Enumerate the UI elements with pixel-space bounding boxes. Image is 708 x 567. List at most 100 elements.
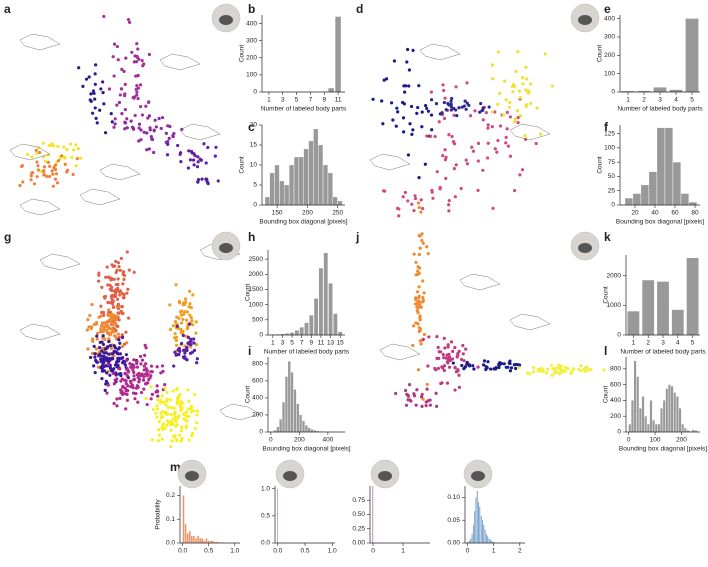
embedding-point [145, 131, 149, 135]
embedding-point [117, 346, 122, 350]
y-tick-label: 2000 [607, 272, 622, 279]
embedding-point [434, 102, 439, 106]
y-tick-label: 20 [250, 122, 258, 129]
embedding-point [160, 415, 164, 419]
pose-sketch [219, 403, 261, 421]
embedding-point [97, 279, 101, 283]
embedding-point [441, 153, 445, 158]
histogram-bar [203, 540, 206, 544]
embedding-point [118, 290, 122, 294]
embedding-point [516, 363, 520, 367]
embedding-point [117, 100, 122, 105]
embedding-point [144, 362, 148, 366]
embedding-point [176, 143, 180, 148]
embedding-point [102, 328, 106, 332]
embedding-point [496, 138, 500, 143]
embedding-point [112, 313, 116, 317]
embedding-point [75, 157, 79, 161]
embedding-point [160, 364, 165, 368]
embedding-point [195, 421, 199, 425]
embedding-point [509, 366, 514, 370]
embedding-point [535, 106, 539, 110]
embedding-point [459, 186, 463, 191]
histogram-bar [481, 520, 484, 544]
histogram-bar [672, 162, 681, 206]
embedding-point [504, 98, 508, 102]
embedding-point [56, 144, 60, 149]
y-tick-label: 300 [604, 34, 615, 41]
y-tick-label: 0 [259, 429, 263, 436]
embedding-point [443, 346, 447, 350]
x-axis-label: Bounding box diagonal [pixels] [619, 446, 707, 453]
embedding-point [188, 313, 192, 317]
pose-sketch [19, 198, 61, 216]
embedding-point [118, 341, 122, 345]
histogram-bar [480, 515, 482, 544]
embedding-point [172, 434, 176, 438]
embedding-point [453, 195, 457, 199]
embedding-point [118, 352, 123, 356]
embedding-point [194, 331, 198, 335]
embedding-point [434, 391, 438, 395]
x-tick-label: 5 [691, 340, 695, 347]
embedding-point [517, 366, 521, 370]
histogram-bar [660, 408, 663, 433]
embedding-point [103, 337, 107, 341]
embedding-point [149, 364, 154, 368]
bar [290, 332, 294, 335]
histogram-bar [483, 524, 485, 544]
embedding-point [102, 351, 106, 355]
embedding-point [126, 18, 131, 22]
y-tick-label: 0.0 [261, 540, 270, 547]
embedding-point [456, 369, 460, 373]
embedding-point [65, 147, 69, 152]
x-tick-label: 1 [492, 548, 496, 555]
embedding-point [172, 412, 176, 416]
embedding-point [490, 125, 494, 129]
bar [338, 331, 343, 335]
embedding-point [119, 256, 123, 261]
embedding-point [175, 315, 179, 319]
embedding-point [121, 311, 125, 315]
embedding-point [446, 345, 450, 349]
embedding-point [138, 83, 143, 87]
x-tick-label: 0 [627, 437, 631, 444]
embedding-point [189, 149, 194, 154]
x-tick-label: 80 [691, 210, 699, 217]
embedding-point [410, 132, 414, 136]
embedding-point [153, 118, 157, 122]
embedding-point [139, 362, 143, 366]
embedding-point [516, 121, 520, 125]
embedding-point [149, 385, 153, 389]
histogram-bar [472, 524, 474, 544]
embedding-point [94, 358, 98, 362]
embedding-point [414, 403, 418, 407]
embedding-point [46, 160, 50, 165]
embedding-point [513, 188, 517, 193]
bar [333, 313, 338, 335]
embedding-point [69, 142, 73, 146]
embedding-point [418, 234, 422, 238]
embedding-point [446, 101, 450, 106]
embedding-point [121, 385, 125, 389]
embedding-point [412, 252, 416, 256]
embedding-point [479, 101, 483, 106]
bar [642, 280, 655, 335]
embedding-point [518, 114, 523, 118]
embedding-point [178, 151, 183, 155]
embedding-point [63, 162, 67, 166]
embedding-point [419, 210, 423, 214]
embedding-point [463, 99, 467, 103]
histogram-bar [485, 533, 487, 544]
embedding-point [422, 332, 427, 337]
embedding-point [120, 333, 124, 337]
embedding-point [88, 313, 92, 318]
embedding-point [444, 155, 448, 159]
histogram-bar [302, 420, 305, 433]
embedding-point [143, 353, 147, 357]
embedding-point [557, 363, 561, 367]
embedding-point [165, 390, 169, 394]
histogram-bar [298, 156, 304, 206]
embedding-point [460, 363, 464, 368]
embedding-point [179, 400, 183, 404]
